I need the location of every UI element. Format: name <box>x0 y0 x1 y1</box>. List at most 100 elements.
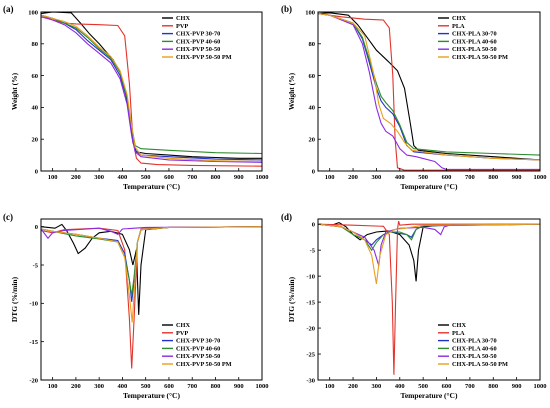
series-line-chx-pla-50-50-pm <box>318 13 540 161</box>
legend-label: CHX <box>176 322 190 329</box>
series-line-chx-pvp-50-50-pm <box>41 226 262 323</box>
x-tick-label: 900 <box>512 174 522 181</box>
y-axis-title: Weight (%) <box>10 72 19 110</box>
y-tick-label: -10 <box>29 301 38 308</box>
x-tick-label: 500 <box>141 174 151 181</box>
y-tick-label: -20 <box>29 377 38 384</box>
series-line-chx-pvp-40-60 <box>41 226 262 296</box>
series-line-chx <box>41 223 262 315</box>
x-tick-label: 100 <box>325 174 335 181</box>
legend-label: CHX-PLA 40-60 <box>452 38 497 45</box>
series-line-chx-pla-50-50 <box>318 13 540 170</box>
x-tick-label: 900 <box>234 383 244 390</box>
x-tick-label: 400 <box>118 383 128 390</box>
chart-panel-3: (c) 100 200 300 400 500 600 700 800 900 1000 0 -5 -10… <box>3 212 269 400</box>
y-tick-label: 80 <box>32 41 39 48</box>
x-tick-label: 800 <box>488 383 498 390</box>
legend-label: CHX-PLA 30-70 <box>452 31 497 38</box>
y-axis-title: DTG (%/min) <box>287 276 296 322</box>
x-tick-label: 500 <box>141 383 151 390</box>
x-tick-label: 700 <box>465 383 475 390</box>
x-tick-label: 700 <box>187 383 197 390</box>
panel-label: (b) <box>281 4 292 14</box>
y-tick-label: 0 <box>312 168 315 175</box>
legend-label: PVP <box>176 330 188 337</box>
series-line-pvp <box>41 226 262 369</box>
x-tick-label: 300 <box>94 383 104 390</box>
series-line-chx-pvp-30-70 <box>41 226 262 302</box>
legend-label: CHX-PVP 50-50 <box>176 353 220 360</box>
series-line-chx-pvp-50-50-pm <box>41 14 262 163</box>
series-line-chx-pla-50-50 <box>318 223 540 266</box>
x-tick-label: 1000 <box>534 174 547 181</box>
panel-label: (c) <box>3 212 13 222</box>
legend-label: CHX-PVP 50-50 <box>176 46 220 53</box>
legend-label: CHX-PVP 50-50 PM <box>176 361 232 368</box>
x-tick-label: 200 <box>348 383 358 390</box>
legend-label: CHX-PVP 30-70 <box>176 338 220 345</box>
y-tick-label: 20 <box>309 137 316 144</box>
legend-label: PLA <box>452 330 465 337</box>
x-tick-label: 300 <box>372 174 382 181</box>
legend-label: PVP <box>176 23 188 30</box>
x-tick-label: 400 <box>118 174 128 181</box>
x-tick-label: 500 <box>418 383 428 390</box>
x-tick-label: 600 <box>164 174 174 181</box>
x-tick-label: 500 <box>418 174 428 181</box>
x-tick-label: 100 <box>48 383 58 390</box>
x-tick-label: 600 <box>442 174 452 181</box>
y-tick-label: -30 <box>306 377 315 384</box>
plot-frame <box>40 218 263 381</box>
series-line-chx-pla-30-70 <box>318 13 540 161</box>
x-tick-label: 200 <box>348 174 358 181</box>
x-tick-label: 1000 <box>534 383 547 390</box>
series-line-pla <box>318 220 540 375</box>
y-tick-label: -15 <box>306 299 315 306</box>
legend-label: CHX <box>452 322 466 329</box>
series-line-pvp <box>41 14 262 167</box>
x-tick-label: 200 <box>71 383 81 390</box>
y-tick-label: 0 <box>312 221 315 228</box>
series-line-chx-pla-30-70 <box>318 223 540 246</box>
x-tick-label: 800 <box>488 174 498 181</box>
x-tick-label: 1000 <box>256 383 269 390</box>
legend-label: CHX-PVP 40-60 <box>176 38 220 45</box>
legend-label: CHX-PLA 40-60 <box>452 345 497 352</box>
series-line-chx-pla-50-50-pm <box>318 223 540 284</box>
chart-panel-1: (a) 100 200 300 400 500 600 700 800 900 1000 0 20 40 6… <box>3 4 269 191</box>
x-tick-label: 100 <box>325 383 335 390</box>
series-line-chx-pvp-50-50 <box>41 16 262 163</box>
y-tick-label: 100 <box>28 9 38 16</box>
x-axis-title: Temperature (°C) <box>123 391 180 400</box>
series-line-pla <box>318 13 540 171</box>
panel-label: (a) <box>3 4 14 14</box>
y-tick-label: -5 <box>33 262 39 269</box>
x-tick-label: 800 <box>211 383 221 390</box>
y-tick-label: 0 <box>35 224 38 231</box>
legend-label: CHX-PVP 50-50 PM <box>176 54 232 61</box>
series-line-chx-pla-40-60 <box>318 13 540 156</box>
series-line-chx-pvp-50-50 <box>41 226 262 240</box>
x-tick-label: 600 <box>442 383 452 390</box>
y-tick-label: 80 <box>309 41 316 48</box>
plot-frame <box>40 11 263 172</box>
x-tick-label: 700 <box>465 174 475 181</box>
x-axis-title: Temperature (°C) <box>401 391 458 400</box>
x-tick-label: 900 <box>234 174 244 181</box>
x-tick-label: 800 <box>211 174 221 181</box>
x-tick-label: 400 <box>395 174 405 181</box>
plot-frame <box>317 218 541 381</box>
chart-panel-4: (d) 100 200 300 400 500 600 700 800 900 1000 0 -5 -10… <box>281 212 547 400</box>
x-tick-label: 300 <box>372 383 382 390</box>
legend-label: CHX <box>176 15 190 22</box>
legend-label: CHX <box>452 15 466 22</box>
x-tick-label: 900 <box>512 383 522 390</box>
y-tick-label: 60 <box>32 73 39 80</box>
legend-label: CHX-PVP 40-60 <box>176 345 220 352</box>
y-tick-label: 100 <box>305 9 315 16</box>
y-axis-title: DTG (%/min) <box>10 276 19 322</box>
y-tick-label: 40 <box>309 105 316 112</box>
x-axis-title: Temperature (°C) <box>401 182 458 191</box>
y-tick-label: 0 <box>35 168 38 175</box>
chart-panel-2: (b) 100 200 300 400 500 600 700 800 900 1000 0 20 40 6… <box>281 4 547 191</box>
